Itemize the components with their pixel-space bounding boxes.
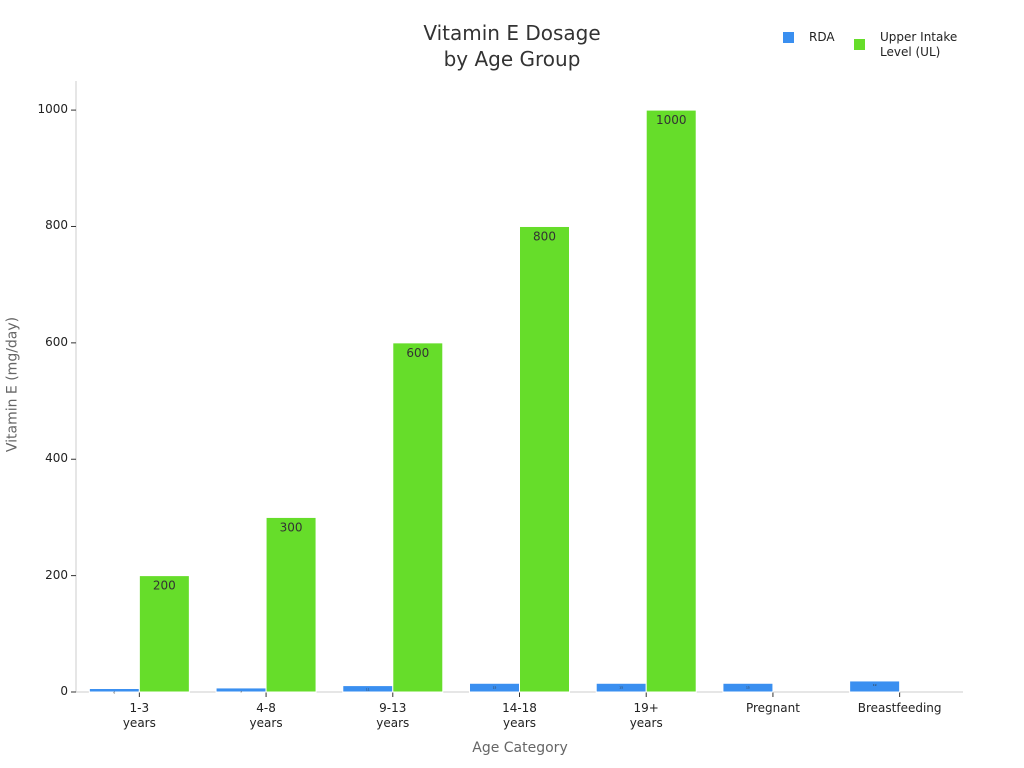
x-tick-label: 9-13 years <box>376 701 410 730</box>
value-label: 300 <box>280 520 303 534</box>
bar <box>265 516 317 693</box>
x-axis-title: Age Category <box>472 740 568 756</box>
x-tick-label: 14-18 years <box>502 701 537 730</box>
value-label: 600 <box>406 346 429 360</box>
x-tick-label: Pregnant <box>745 701 800 715</box>
chart-title: Vitamin E Dosage by Age Group <box>423 21 601 71</box>
y-tick-label: 600 <box>45 334 68 349</box>
value-label: 800 <box>533 229 556 243</box>
y-tick-label: 800 <box>45 218 68 233</box>
value-label: 15 <box>619 685 623 689</box>
legend-label: Upper Intake Level (UL) <box>880 30 958 59</box>
bar <box>138 575 190 693</box>
value-label: 7 <box>240 690 242 694</box>
value-label: 19 <box>873 683 877 687</box>
x-tick-label: 4-8 years <box>249 701 283 730</box>
bar <box>392 342 444 693</box>
y-tick-label: 1000 <box>37 102 68 117</box>
value-label: 200 <box>153 579 176 593</box>
y-tick-label: 0 <box>60 684 68 698</box>
bar <box>519 225 570 693</box>
value-label: 1000 <box>656 113 687 127</box>
legend-label: RDA <box>809 30 835 44</box>
value-label: 15 <box>746 685 750 689</box>
value-label: 6 <box>113 691 115 695</box>
bar <box>645 109 697 693</box>
bar <box>722 682 774 693</box>
y-tick-label: 200 <box>45 567 68 582</box>
x-tick-label: 1-3 years <box>122 701 156 730</box>
x-tick-label: Breastfeeding <box>857 701 942 715</box>
value-label: 15 <box>493 685 497 689</box>
x-tick-label: 19+ years <box>629 701 663 730</box>
bar <box>849 680 901 693</box>
legend-swatch <box>854 39 865 50</box>
y-tick-label: 400 <box>45 451 68 466</box>
legend-swatch <box>783 32 794 43</box>
value-label: 11 <box>366 688 370 692</box>
